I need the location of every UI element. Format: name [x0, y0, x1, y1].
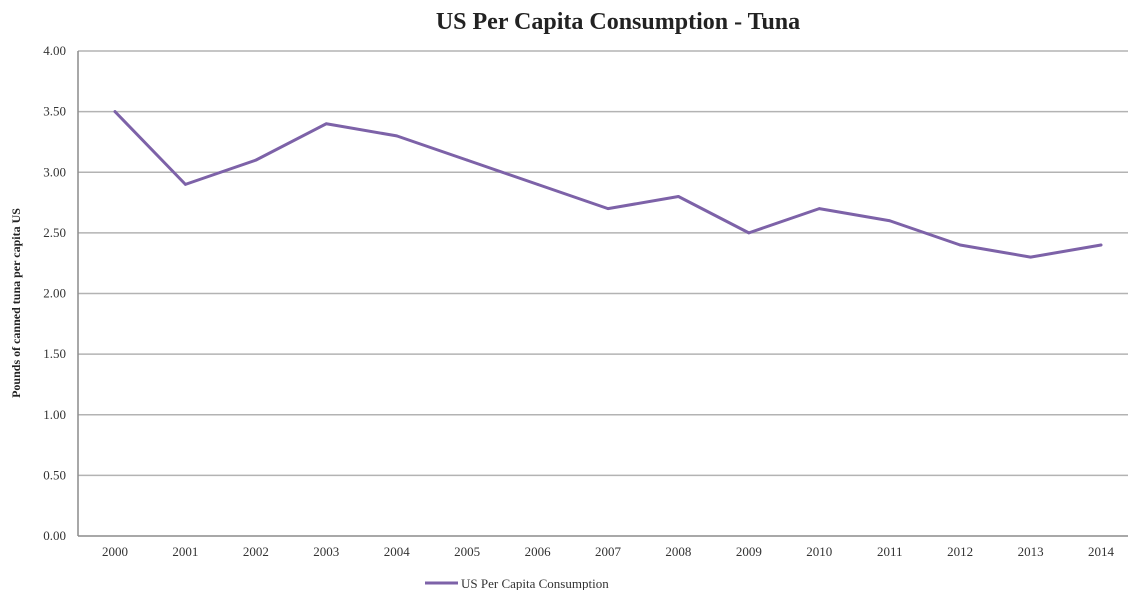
x-tick-label: 2011: [877, 544, 903, 559]
x-tick-label: 2006: [525, 544, 552, 559]
data-point: [465, 158, 469, 162]
data-point: [606, 207, 610, 211]
x-tick-label: 2014: [1088, 544, 1115, 559]
y-tick-label: 1.00: [43, 407, 66, 422]
x-tick-label: 2003: [313, 544, 339, 559]
y-tick-label: 4.00: [43, 43, 66, 58]
y-axis-label: Pounds of canned tuna per capita US: [9, 208, 23, 398]
data-point: [817, 207, 821, 211]
data-point: [1099, 243, 1103, 247]
data-point: [677, 195, 680, 198]
x-tick-label: 2001: [172, 544, 198, 559]
chart-title: US Per Capita Consumption - Tuna: [436, 9, 800, 35]
gridlines: [77, 50, 1128, 537]
y-tick-label: 0.50: [43, 467, 66, 482]
x-tick-labels: 2000 2001 2002 2003 2004 2005 2006 2007 2008 2009…: [102, 544, 1115, 559]
y-tick-label: 2.00: [43, 286, 66, 301]
y-tick-label: 2.50: [43, 225, 66, 240]
data-point: [184, 182, 187, 186]
y-tick-label: 3.50: [43, 104, 66, 119]
y-tick-label: 3.00: [43, 164, 66, 179]
x-tick-label: 2013: [1018, 544, 1044, 559]
x-tick-label: 2010: [806, 544, 832, 559]
x-tick-label: 2009: [736, 544, 762, 559]
y-tick-label: 0.00: [43, 528, 66, 543]
x-tick-label: 2007: [595, 544, 622, 559]
y-tick-label: 1.50: [43, 346, 66, 361]
data-point: [747, 231, 751, 235]
legend: US Per Capita Consumption: [425, 576, 609, 590]
data-point: [395, 134, 399, 138]
data-point: [113, 110, 117, 114]
x-tick-label: 2005: [454, 544, 480, 559]
data-point: [254, 158, 258, 162]
x-tick-label: 2004: [384, 544, 411, 559]
data-point: [1029, 255, 1032, 259]
y-tick-labels: 0.00 0.50 1.00 1.50 2.00 2.50 3.00 3.50 4.00: [43, 43, 66, 543]
data-point: [958, 243, 962, 247]
x-tick-label: 2008: [665, 544, 691, 559]
data-point: [888, 219, 892, 223]
legend-label: US Per Capita Consumption: [461, 576, 609, 590]
x-tick-label: 2000: [102, 544, 128, 559]
series-lines: [113, 110, 1103, 259]
data-point: [324, 122, 328, 126]
series-line: [113, 110, 1103, 259]
x-tick-label: 2012: [947, 544, 973, 559]
x-tick-label: 2002: [243, 544, 269, 559]
data-point: [536, 182, 539, 186]
